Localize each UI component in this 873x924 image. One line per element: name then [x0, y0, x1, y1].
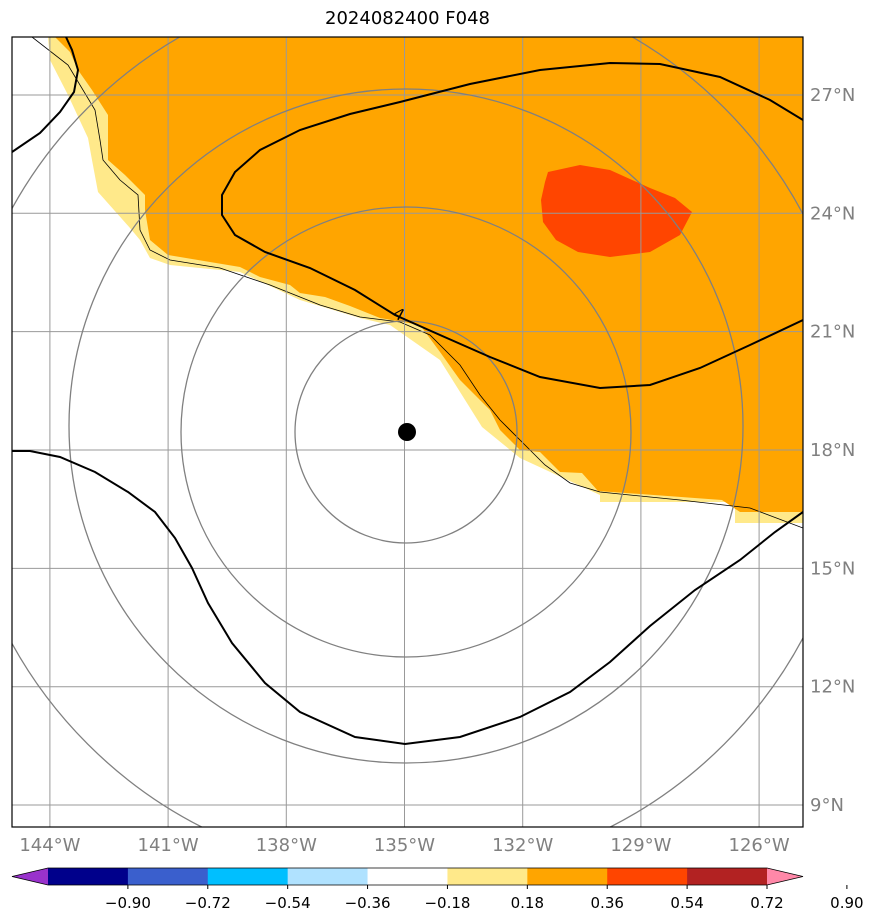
- colorbar-tick-label: 0.36: [591, 894, 624, 912]
- range-rings: [12, 37, 803, 827]
- longitude-tick-label: 141°W: [138, 835, 199, 856]
- contour-lower: [12, 450, 803, 746]
- colorbar: −0.90 −0.72 −0.54 −0.36 −0.18 0.18 0.36 0.54 0.7…: [11, 867, 864, 912]
- latitude-tick-label: 18°N: [810, 440, 855, 461]
- latitude-tick-label: 27°N: [810, 85, 855, 106]
- range-ring-3: [68, 88, 744, 764]
- colorbar-tick-label: −0.90: [105, 894, 151, 912]
- latitude-tick-label: 21°N: [810, 322, 855, 343]
- longitude-tick-label: 144°W: [19, 835, 80, 856]
- field-0.36-0.54-region: [55, 37, 803, 512]
- colorbar-extend-low: [12, 868, 48, 885]
- colorbar-tick-label: 0.18: [511, 894, 544, 912]
- longitude-tick-label: 135°W: [374, 835, 435, 856]
- colorbar-tick-label: −0.36: [345, 894, 391, 912]
- storm-center-marker: [398, 423, 416, 441]
- longitude-tick-label: 132°W: [492, 835, 553, 856]
- longitude-labels: 144°W 141°W 138°W 135°W 132°W 129°W 126°W: [19, 835, 790, 856]
- colorbar-tick-label: −0.72: [185, 894, 231, 912]
- colorbar-extend-high: [767, 868, 803, 885]
- colorbar-segment: [367, 868, 448, 885]
- longitude-tick-label: 129°W: [610, 835, 671, 856]
- map-frame: [11, 36, 804, 828]
- colorbar-tick-label: 0.54: [670, 894, 703, 912]
- colorbar-segment: [207, 868, 289, 885]
- map-title: 2024082400 F048: [325, 8, 490, 29]
- colorbar-tick-label: 0.90: [830, 894, 863, 912]
- colorbar-segment: [287, 868, 369, 885]
- range-ring-2: [180, 206, 632, 658]
- range-ring-inner: [294, 320, 518, 544]
- longitude-tick-label: 138°W: [256, 835, 317, 856]
- colorbar-segment: [127, 868, 209, 885]
- latitude-tick-label: 12°N: [810, 677, 855, 698]
- colorbar-outline: [11, 867, 804, 886]
- contour-4: [221, 61, 803, 390]
- latitude-tick-label: 24°N: [810, 203, 855, 224]
- colorbar-segment: [48, 868, 129, 885]
- colorbar-tick-label: −0.54: [265, 894, 311, 912]
- field-boundary-line: [31, 37, 803, 529]
- colorbar-segment: [607, 868, 688, 885]
- longitude-tick-label: 126°W: [729, 835, 790, 856]
- colorbar-segment: [447, 868, 528, 885]
- field-0.54-0.72-region: [541, 165, 692, 257]
- colorbar-segment: [687, 868, 768, 885]
- colorbar-segment: [527, 868, 608, 885]
- contour-upper-left: [12, 37, 80, 153]
- latitude-tick-label: 15°N: [810, 558, 855, 579]
- latitude-labels: 9°N 12°N 15°N 18°N 21°N 24°N 27°N: [810, 85, 855, 816]
- colorbar-tick-label: −0.18: [424, 894, 470, 912]
- latitude-tick-label: 9°N: [810, 795, 844, 816]
- colorbar-tick-label: 0.72: [750, 894, 783, 912]
